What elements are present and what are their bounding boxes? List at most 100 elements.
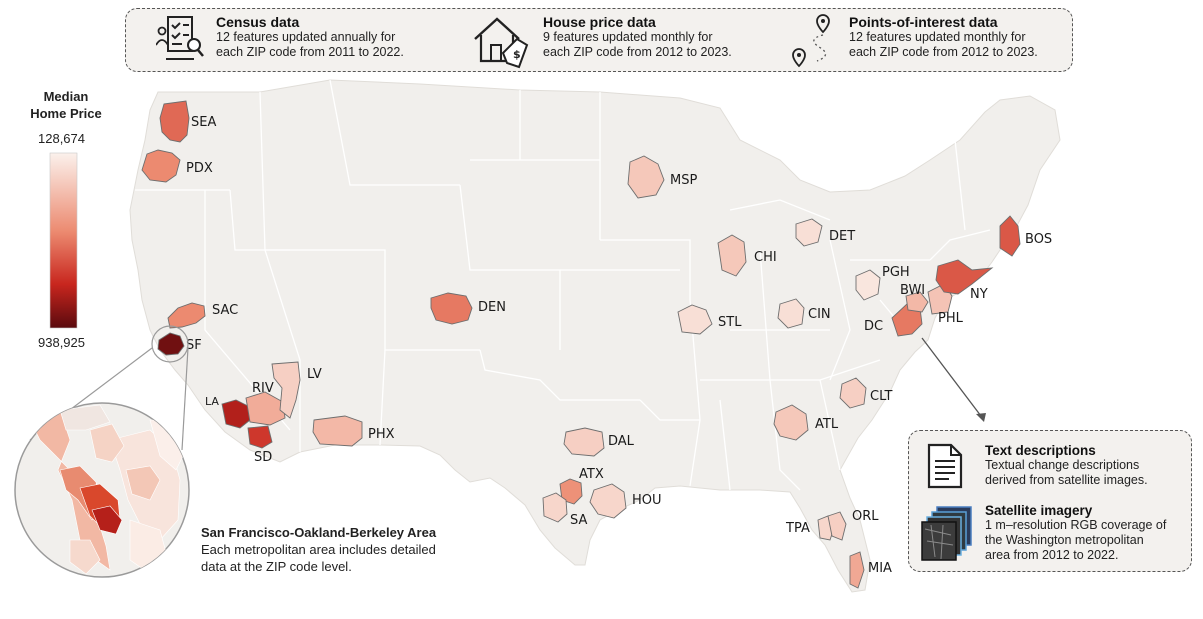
metro-label-LA: LA <box>205 395 219 408</box>
text-desc-line2: derived from satellite images. <box>985 473 1148 487</box>
metro-label-PHL: PHL <box>938 311 964 326</box>
legend-title-line2: Home Price <box>30 106 102 121</box>
metro-label-MSP: MSP <box>670 173 697 188</box>
data-sources-header: Census data 12 features updated annually… <box>125 8 1073 72</box>
metro-DAL <box>563 427 605 457</box>
text-desc-line1: Textual change descriptions <box>985 458 1140 472</box>
metro-PHX <box>312 415 363 447</box>
inset-caption: San Francisco-Oakland-Berkeley Area Each… <box>201 524 501 575</box>
satellite-image-stack-icon <box>921 506 972 561</box>
census-desc-1: 12 features updated annually for <box>216 30 396 44</box>
metro-label-SD: SD <box>254 450 272 465</box>
metro-SF <box>157 332 185 356</box>
metro-label-RIV: RIV <box>252 381 274 396</box>
metro-label-CLT: CLT <box>870 389 893 404</box>
metro-label-STL: STL <box>718 315 742 330</box>
metro-label-NY: NY <box>970 287 988 302</box>
metro-CIN <box>777 298 805 329</box>
metro-HOU <box>589 483 627 519</box>
inset-connector-right <box>181 347 189 451</box>
metro-LV <box>271 361 301 419</box>
metro-label-ORL: ORL <box>852 509 879 524</box>
metro-label-PGH: PGH <box>882 265 910 280</box>
poi-desc-1: 12 features updated monthly for <box>849 30 1026 44</box>
metro-label-HOU: HOU <box>632 493 662 508</box>
metro-BOS <box>999 215 1021 257</box>
metro-label-ATL: ATL <box>815 417 839 432</box>
metro-label-DEN: DEN <box>478 300 506 315</box>
metro-ORL <box>827 511 847 541</box>
text-document-icon <box>927 443 963 489</box>
house-price-icon: $ <box>474 17 529 69</box>
metro-MIA <box>849 551 865 589</box>
census-desc-2: each ZIP code from 2011 to 2022. <box>216 45 404 59</box>
poi-desc-2: each ZIP code from 2012 to 2023. <box>849 45 1038 59</box>
metro-MSP <box>627 155 665 199</box>
legend-max-label: 938,925 <box>38 335 85 350</box>
legend-min-label: 128,674 <box>38 131 85 146</box>
legend-title-line1: Median <box>43 89 89 104</box>
metro-ATL <box>773 404 809 441</box>
metro-label-MIA: MIA <box>868 561 892 576</box>
satellite-line2: the Washington metropolitan <box>985 533 1144 547</box>
state-boundaries <box>135 79 991 491</box>
metro-label-BOS: BOS <box>1025 232 1052 247</box>
metro-RIV <box>245 391 286 426</box>
metro-BWI <box>905 291 929 313</box>
metro-CHI <box>717 234 747 277</box>
svg-text:$: $ <box>513 48 521 61</box>
inset-desc-2: data at the ZIP code level. <box>201 559 352 574</box>
dc-extra-data-box: Text descriptions Textual change descrip… <box>908 430 1192 572</box>
metro-SAC <box>167 302 206 329</box>
metro-CLT <box>839 377 867 409</box>
satellite-line1: 1 m–resolution RGB coverage of <box>985 518 1167 532</box>
text-desc-title: Text descriptions <box>985 443 1096 458</box>
metro-label-SF: SF <box>186 338 202 353</box>
legend-color-bar <box>49 152 78 329</box>
metro-label-BWI: BWI <box>900 283 925 298</box>
metro-SEA <box>159 100 190 143</box>
us-landmass <box>129 79 1061 593</box>
metro-label-CHI: CHI <box>754 250 777 265</box>
legend-title: Median Home Price <box>20 88 112 122</box>
metro-SA <box>542 492 568 523</box>
census-title: Census data <box>216 14 300 30</box>
metro-DEN <box>430 292 473 325</box>
metro-label-CIN: CIN <box>808 307 831 322</box>
metro-label-DAL: DAL <box>608 434 635 449</box>
header-item-house-price: $ House price data 9 features updated mo… <box>471 9 771 71</box>
metro-PGH <box>855 269 881 301</box>
map-pin-route-icon <box>792 14 830 68</box>
house-price-desc-1: 9 features updated monthly for <box>543 30 713 44</box>
metro-label-LV: LV <box>307 367 322 382</box>
metro-SD <box>247 425 273 449</box>
satellite-title: Satellite imagery <box>985 503 1093 518</box>
header-item-census: Census data 12 features updated annually… <box>156 9 456 71</box>
metro-label-SAC: SAC <box>212 303 238 318</box>
sf-inset-map <box>14 402 190 578</box>
metro-DET <box>795 218 823 247</box>
poi-title: Points-of-interest data <box>849 14 998 30</box>
metro-label-DC: DC <box>864 319 883 334</box>
satellite-line3: area from 2012 to 2022. <box>985 548 1119 562</box>
metro-NY <box>935 259 994 295</box>
inset-desc-1: Each metropolitan area includes detailed <box>201 542 436 557</box>
metro-label-SEA: SEA <box>191 115 216 130</box>
metro-label-TPA: TPA <box>785 521 810 536</box>
metro-label-PDX: PDX <box>186 161 213 176</box>
metro-PDX <box>141 149 181 183</box>
metro-label-SA: SA <box>570 513 587 528</box>
dc-pointer-arrowhead <box>976 413 986 422</box>
census-document-icon <box>156 16 204 60</box>
sf-highlight-circle <box>151 325 189 363</box>
header-item-poi: Points-of-interest data 12 features upda… <box>791 9 1071 71</box>
metro-label-DET: DET <box>829 229 855 244</box>
inset-title: San Francisco-Oakland-Berkeley Area <box>201 525 437 540</box>
metro-STL <box>677 304 713 335</box>
metro-label-ATX: ATX <box>579 467 604 482</box>
dc-pointer-arrow <box>921 337 985 421</box>
house-price-title: House price data <box>543 14 656 30</box>
metro-label-PHX: PHX <box>368 427 395 442</box>
house-price-desc-2: each ZIP code from 2012 to 2023. <box>543 45 732 59</box>
